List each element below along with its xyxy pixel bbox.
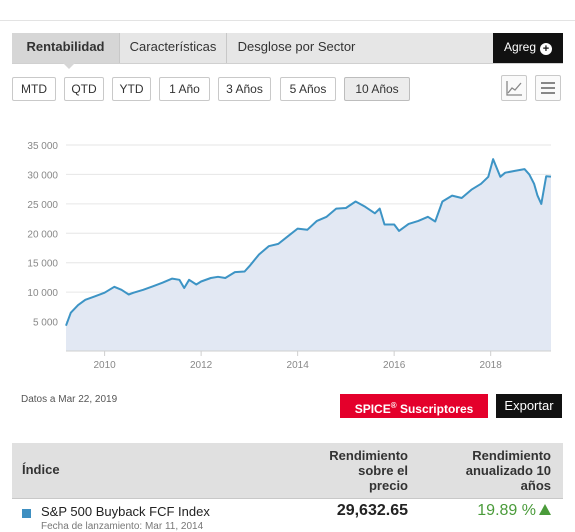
tab-desglose-por-sector[interactable]: Desglose por Sector — [226, 33, 366, 63]
top-divider — [0, 20, 575, 21]
range-ytd-button[interactable]: YTD — [112, 77, 151, 101]
y-tick-label: 35 000 — [27, 141, 58, 152]
export-button[interactable]: Exportar — [496, 394, 562, 418]
y-tick-label: 20 000 — [27, 229, 58, 240]
series-area — [66, 159, 551, 351]
line-chart-icon — [506, 81, 522, 96]
x-tick-label: 2016 — [383, 360, 406, 371]
range-5-anos-button[interactable]: 5 Años — [280, 77, 336, 101]
table-header: Índice Rendimiento sobre el precio Rendi… — [12, 443, 563, 499]
range-10-anos-button[interactable]: 10 Años — [344, 77, 410, 101]
tab-bar: Rentabilidad Características Desglose po… — [12, 33, 563, 69]
column-return-line-2: anualizado 10 — [465, 463, 551, 478]
series-color-swatch — [22, 509, 31, 518]
x-tick-label: 2014 — [287, 360, 310, 371]
spice-subscribers-button[interactable]: SPICE® Suscriptores — [340, 394, 488, 418]
column-return-line-3: años — [520, 478, 551, 493]
column-index-header: Índice — [22, 462, 60, 477]
x-tick-label: 2018 — [480, 360, 503, 371]
column-price-return-header: Rendimiento sobre el precio — [329, 448, 408, 493]
range-mtd-button[interactable]: MTD — [12, 77, 56, 101]
y-tick-label: 15 000 — [27, 259, 58, 270]
table-menu-icon — [541, 82, 555, 94]
y-tick-label: 25 000 — [27, 200, 58, 211]
y-tick-label: 5 000 — [33, 318, 58, 329]
annual-return-value: 19.89 % — [477, 502, 551, 520]
up-arrow-icon — [539, 504, 551, 515]
y-tick-label: 30 000 — [27, 170, 58, 181]
spice-suffix: Suscriptores — [396, 402, 474, 416]
tab-rentabilidad[interactable]: Rentabilidad — [12, 33, 119, 63]
index-name[interactable]: S&P 500 Buyback FCF Index — [41, 504, 210, 519]
performance-chart-svg: 5 000 10 000 15 000 20 000 25 000 30 000 35 00… — [27, 141, 552, 371]
table-view-button[interactable] — [535, 75, 561, 101]
column-annual-return-header: Rendimiento anualizado 10 años — [466, 448, 551, 493]
column-price-line-1: Rendimiento — [329, 448, 408, 463]
column-price-line-3: precio — [368, 478, 408, 493]
active-tab-caret — [62, 62, 76, 69]
price-return-value: 29,632.65 — [336, 502, 408, 519]
agreg-label: Agreg — [503, 40, 537, 54]
agreg-button[interactable]: Agreg + — [493, 33, 563, 63]
tab-caracteristicas[interactable]: Características — [119, 33, 226, 63]
plus-circle-icon: + — [540, 43, 553, 55]
range-qtd-button[interactable]: QTD — [64, 77, 104, 101]
performance-chart: 5 000 10 000 15 000 20 000 25 000 30 000 35 00… — [0, 130, 575, 375]
x-tick-label: 2010 — [93, 360, 116, 371]
annual-return-text: 19.89 % — [477, 502, 536, 519]
y-tick-label: 10 000 — [27, 288, 58, 299]
spice-label: SPICE — [354, 402, 391, 416]
spice-registered-mark: ® — [390, 401, 397, 410]
range-1-ano-button[interactable]: 1 Año — [159, 77, 210, 101]
x-tick-label: 2012 — [190, 360, 213, 371]
data-date-label: Datos a Mar 22, 2019 — [21, 394, 118, 405]
column-return-line-1: Rendimiento — [472, 448, 551, 463]
range-3-anos-button[interactable]: 3 Años — [218, 77, 271, 101]
line-chart-view-button[interactable] — [501, 75, 527, 101]
column-price-line-2: sobre el — [358, 463, 408, 478]
series-line — [65, 158, 552, 327]
